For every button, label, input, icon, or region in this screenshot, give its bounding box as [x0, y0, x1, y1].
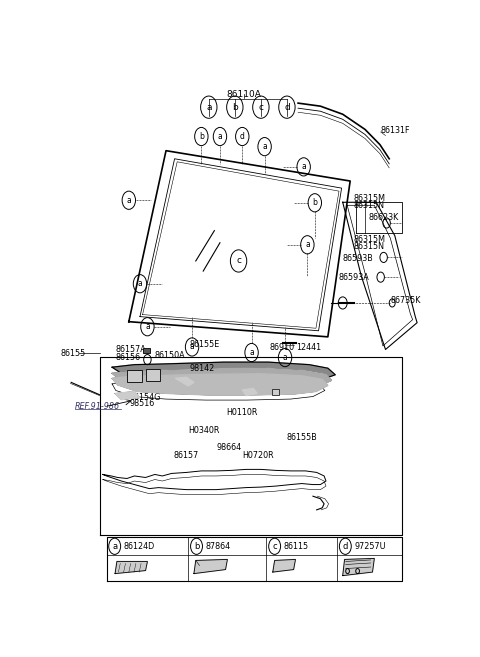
Text: c: c — [236, 256, 241, 265]
Text: a: a — [190, 342, 194, 351]
Text: H0720R: H0720R — [242, 451, 274, 460]
Polygon shape — [112, 362, 335, 384]
Text: a: a — [283, 353, 288, 362]
Text: a: a — [301, 162, 306, 171]
Text: 86155E: 86155E — [190, 340, 220, 350]
Text: b: b — [194, 542, 199, 551]
Text: 86623K: 86623K — [368, 213, 398, 222]
Bar — [144, 348, 150, 353]
FancyBboxPatch shape — [127, 370, 142, 382]
Text: H0340R: H0340R — [188, 426, 220, 436]
Text: 86157A: 86157A — [115, 345, 146, 354]
Text: 98142: 98142 — [246, 374, 271, 383]
Polygon shape — [343, 558, 374, 576]
Text: a: a — [138, 279, 143, 288]
Polygon shape — [273, 560, 296, 572]
Text: 98664: 98664 — [216, 443, 241, 451]
Text: d: d — [284, 102, 290, 112]
Text: 98142: 98142 — [190, 364, 215, 373]
Text: b: b — [199, 132, 204, 141]
Text: 86155B: 86155B — [286, 432, 317, 442]
Text: c: c — [258, 102, 264, 112]
Polygon shape — [112, 368, 332, 390]
Text: a: a — [145, 322, 150, 331]
Text: 86593B: 86593B — [343, 254, 373, 263]
Polygon shape — [115, 562, 147, 574]
Text: 12441: 12441 — [296, 344, 321, 352]
Polygon shape — [242, 388, 257, 396]
Text: 86315M: 86315M — [353, 235, 385, 244]
Text: 86110A: 86110A — [227, 89, 262, 99]
Text: a: a — [206, 102, 212, 112]
Text: a: a — [126, 196, 131, 205]
Text: 86156: 86156 — [115, 353, 140, 361]
Polygon shape — [112, 374, 328, 395]
Text: d: d — [343, 542, 348, 551]
Text: 97257U: 97257U — [355, 542, 386, 551]
Text: 86155: 86155 — [61, 348, 86, 357]
Text: 86593A: 86593A — [338, 273, 369, 282]
Polygon shape — [175, 377, 194, 386]
Text: d: d — [240, 132, 245, 141]
Bar — [272, 389, 279, 395]
Text: 86315N: 86315N — [353, 242, 384, 251]
Text: c: c — [272, 542, 277, 551]
Text: 98516: 98516 — [129, 399, 155, 408]
Text: a: a — [112, 542, 117, 551]
Text: 86157: 86157 — [173, 451, 199, 460]
Text: 86131F: 86131F — [381, 126, 410, 135]
Text: 86735K: 86735K — [390, 296, 420, 305]
Text: b: b — [232, 102, 238, 112]
FancyBboxPatch shape — [145, 369, 160, 381]
Text: a: a — [262, 142, 267, 151]
Text: 86115: 86115 — [284, 542, 309, 551]
Polygon shape — [194, 560, 228, 574]
Text: H0110R: H0110R — [227, 408, 258, 417]
Text: 86159A: 86159A — [283, 383, 314, 392]
Text: b: b — [312, 198, 317, 207]
Text: 86910: 86910 — [269, 344, 294, 352]
Text: 86150A: 86150A — [155, 351, 185, 359]
Text: 87864: 87864 — [206, 542, 231, 551]
Text: 86154G: 86154G — [129, 393, 161, 402]
Text: 86315N: 86315N — [353, 201, 384, 210]
Text: 86124D: 86124D — [124, 542, 155, 551]
Text: a: a — [217, 132, 222, 141]
Text: a: a — [249, 348, 254, 357]
Text: REF.91-986: REF.91-986 — [75, 402, 120, 411]
Polygon shape — [115, 392, 140, 399]
Text: a: a — [305, 240, 310, 249]
Text: 86315M: 86315M — [353, 194, 385, 203]
